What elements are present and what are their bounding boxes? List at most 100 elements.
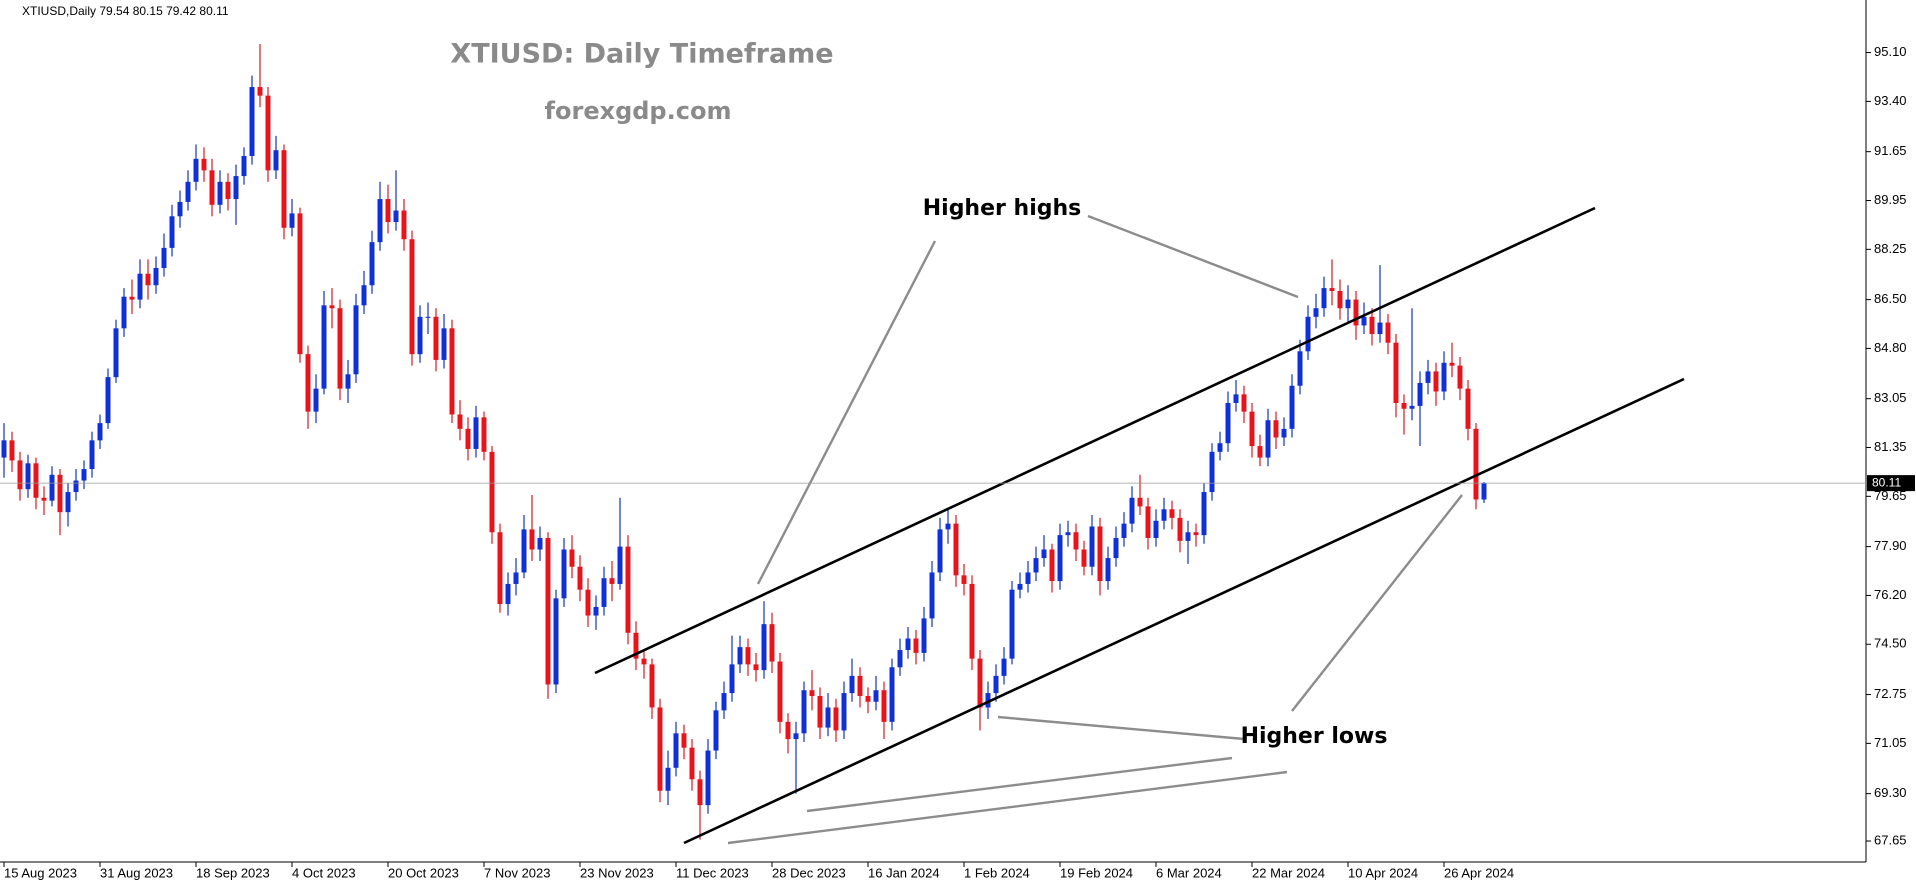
- candle-body: [1041, 549, 1047, 559]
- candle-body: [441, 328, 447, 360]
- candle-body: [1385, 322, 1391, 343]
- candle-body: [97, 423, 103, 441]
- candle-body: [273, 150, 279, 171]
- candle-body: [561, 549, 567, 599]
- candle-body: [1, 440, 7, 458]
- chart-title: XTIUSD: Daily Timeframe: [450, 39, 833, 70]
- candle-body: [641, 658, 647, 665]
- candle-body: [1153, 520, 1159, 538]
- candle-body: [1289, 385, 1295, 429]
- candle-body: [1465, 388, 1471, 429]
- candle-body: [1169, 509, 1175, 518]
- candle-body: [217, 181, 223, 205]
- candle-body: [625, 546, 631, 633]
- pointer-line: [1087, 214, 1299, 299]
- candle-body: [1417, 382, 1423, 406]
- candle-body: [801, 690, 807, 734]
- y-tick-label: 89.95: [1874, 192, 1907, 207]
- candle-body: [129, 296, 135, 300]
- candle-body: [881, 690, 887, 722]
- x-tick-label: 10 Apr 2024: [1348, 865, 1418, 880]
- candle-body: [977, 658, 983, 708]
- candle-body: [513, 572, 519, 584]
- candle-body: [401, 210, 407, 240]
- candle-body: [1145, 506, 1151, 538]
- candle-body: [473, 417, 479, 449]
- x-tick-label: 20 Oct 2023: [388, 865, 459, 880]
- candle-body: [113, 328, 119, 378]
- candle-body: [105, 377, 111, 424]
- pointer-line: [997, 715, 1245, 741]
- candle-body: [609, 578, 615, 584]
- candle-body: [705, 750, 711, 806]
- candle-body: [457, 414, 463, 429]
- candle-body: [1257, 446, 1263, 458]
- candle-body: [745, 647, 751, 665]
- candle-body: [1297, 351, 1303, 386]
- candle-body: [577, 566, 583, 590]
- candle-body: [849, 675, 855, 694]
- candle-body: [449, 328, 455, 415]
- candle-body: [305, 354, 311, 412]
- candle-body: [297, 213, 303, 355]
- pointer-line: [756, 240, 937, 585]
- candle-body: [233, 176, 239, 200]
- pointer-line: [806, 756, 1233, 813]
- candle-body: [865, 695, 871, 702]
- candle-body: [729, 664, 735, 694]
- candle-body: [425, 316, 431, 318]
- candle-body: [593, 606, 599, 616]
- candle-body: [1401, 402, 1407, 409]
- candle-body: [1441, 362, 1447, 392]
- candle-body: [409, 239, 415, 355]
- candle-body: [1089, 526, 1095, 567]
- candle-body: [177, 201, 183, 217]
- y-tick-label: 76.20: [1874, 587, 1907, 602]
- y-tick-label: 84.80: [1874, 340, 1907, 355]
- candle-body: [1001, 658, 1007, 676]
- x-tick-label: 6 Mar 2024: [1156, 865, 1222, 880]
- candle-body: [1193, 532, 1199, 536]
- x-tick-label: 22 Mar 2024: [1252, 865, 1325, 880]
- candle-body: [73, 480, 79, 493]
- candle-body: [585, 589, 591, 616]
- candle-body: [1065, 532, 1071, 536]
- candle-body: [969, 583, 975, 659]
- candle-body: [393, 210, 399, 223]
- candle-body: [225, 181, 231, 200]
- candle-body: [1329, 288, 1335, 291]
- candle-body: [353, 305, 359, 375]
- candle-body: [689, 747, 695, 780]
- candle-body: [49, 474, 55, 501]
- candle-body: [433, 316, 439, 360]
- x-tick-label: 16 Jan 2024: [868, 865, 940, 880]
- candle-body: [329, 305, 335, 309]
- candle-body: [505, 583, 511, 605]
- candle-body: [1313, 308, 1319, 317]
- candle-body: [873, 690, 879, 702]
- y-tick-label: 71.05: [1874, 735, 1907, 750]
- pointer-line: [727, 770, 1288, 845]
- candle-body: [817, 695, 823, 728]
- candle-body: [1073, 532, 1079, 550]
- candle-body: [825, 707, 831, 728]
- candle-body: [25, 463, 31, 490]
- candle-body: [617, 546, 623, 584]
- candle-body: [169, 216, 175, 248]
- candle-body: [1369, 316, 1375, 335]
- candle-body: [657, 707, 663, 791]
- candle-body: [1033, 558, 1039, 573]
- candle-body: [777, 661, 783, 722]
- candle-body: [185, 181, 191, 202]
- candle-body: [1025, 572, 1031, 584]
- y-tick-label: 74.50: [1874, 636, 1907, 651]
- candle-body: [89, 440, 95, 470]
- candle-body: [193, 158, 199, 182]
- candle-body: [1081, 549, 1087, 567]
- candle-body: [201, 158, 207, 171]
- y-tick-label: 88.25: [1874, 241, 1907, 256]
- candle-body: [1425, 371, 1431, 383]
- candle-body: [1449, 362, 1455, 366]
